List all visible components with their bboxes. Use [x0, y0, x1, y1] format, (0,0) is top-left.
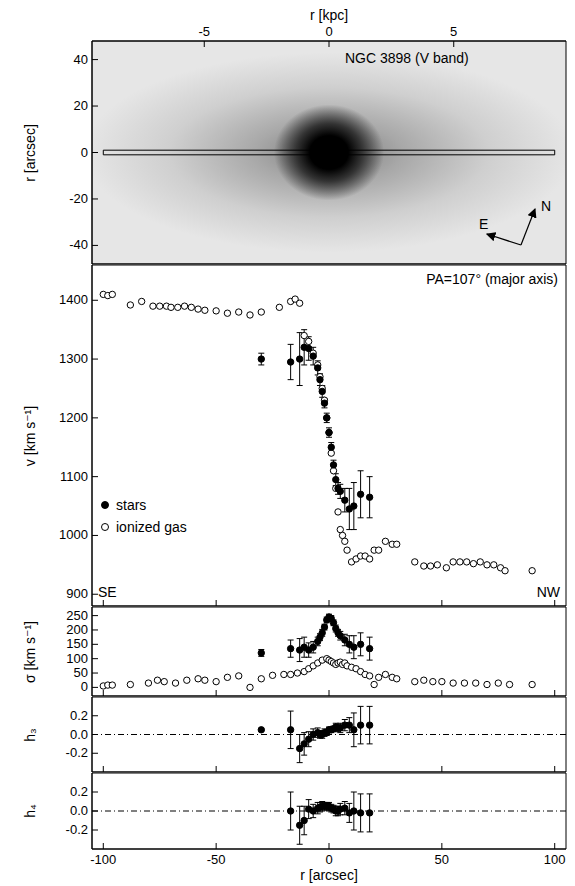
svg-text:1300: 1300: [59, 351, 88, 366]
svg-text:-0.2: -0.2: [66, 745, 88, 760]
svg-text:100: 100: [544, 852, 566, 867]
html-text:SE: SE: [98, 584, 117, 600]
svg-text:40: 40: [74, 52, 88, 67]
html-text:r [arcsec]: r [arcsec]: [22, 123, 38, 182]
html-text:σ [km s⁻¹]: σ [km s⁻¹]: [22, 620, 38, 683]
html-text:r [kpc]: r [kpc]: [309, 7, 349, 23]
svg-text:0: 0: [325, 852, 332, 867]
html-text:v [km s⁻¹]: v [km s⁻¹]: [22, 405, 38, 466]
svg-text:20: 20: [74, 98, 88, 113]
svg-text:1400: 1400: [59, 292, 88, 307]
svg-text:0: 0: [81, 145, 88, 160]
svg-text:900: 900: [66, 586, 88, 601]
svg-text:-5: -5: [198, 24, 210, 39]
html-text:h₄: h₄: [22, 804, 38, 818]
svg-text:-40: -40: [69, 237, 88, 252]
html-text:r [arcsec]: r [arcsec]: [300, 867, 358, 883]
svg-text:100: 100: [66, 651, 88, 666]
html-text:PA=107° (major axis): PA=107° (major axis): [426, 271, 558, 287]
svg-text:-100: -100: [90, 852, 116, 867]
html-text:ionized gas: ionized gas: [116, 519, 187, 535]
svg-text:1100: 1100: [60, 469, 88, 484]
svg-text:5: 5: [450, 24, 457, 39]
svg-text:-50: -50: [207, 852, 226, 867]
html-text:h₃: h₃: [22, 727, 38, 742]
svg-text:50: 50: [435, 852, 449, 867]
svg-text:N: N: [541, 198, 551, 214]
html-text:NW: NW: [536, 584, 560, 600]
html-text:stars: stars: [116, 497, 147, 513]
svg-text:250: 250: [66, 608, 88, 623]
html-text:NGC 3898 (V band): NGC 3898 (V band): [345, 50, 469, 66]
svg-text:0.2: 0.2: [70, 708, 88, 723]
svg-text:1000: 1000: [59, 527, 88, 542]
svg-text:-0.2: -0.2: [66, 822, 88, 837]
svg-text:-20: -20: [69, 191, 88, 206]
svg-text:200: 200: [66, 622, 88, 637]
svg-text:0.2: 0.2: [70, 784, 88, 799]
svg-text:E: E: [479, 216, 488, 232]
svg-text:0.0: 0.0: [70, 803, 88, 818]
svg-text:0.0: 0.0: [70, 727, 88, 742]
svg-text:0: 0: [325, 24, 332, 39]
svg-text:1200: 1200: [59, 410, 88, 425]
svg-text:0: 0: [81, 679, 88, 694]
svg-text:50: 50: [74, 665, 88, 680]
svg-text:150: 150: [66, 636, 88, 651]
